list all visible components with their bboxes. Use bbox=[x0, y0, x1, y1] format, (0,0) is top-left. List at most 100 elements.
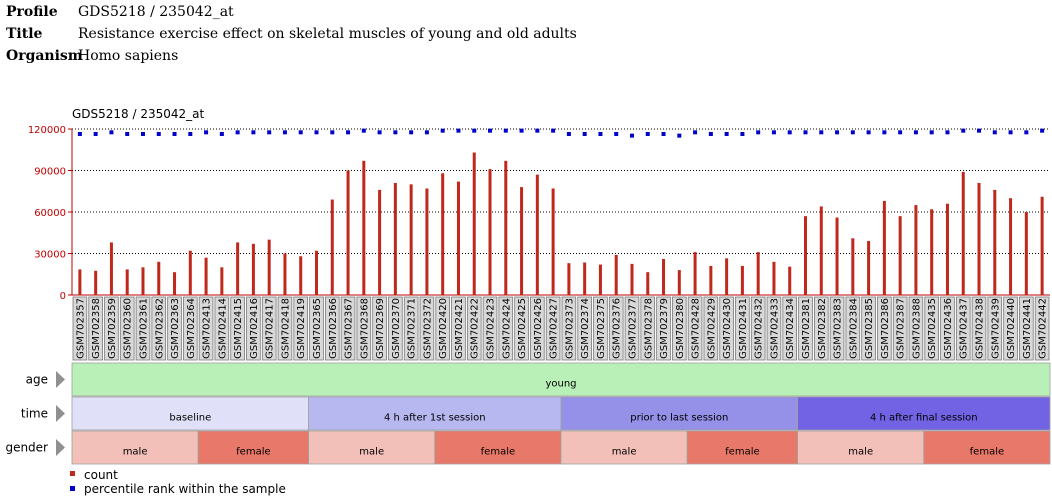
count-bar bbox=[535, 174, 539, 295]
rank-point bbox=[566, 131, 571, 136]
count-bar bbox=[977, 182, 981, 295]
count-bars bbox=[78, 152, 1044, 295]
sample-label-box bbox=[230, 296, 245, 361]
rank-point bbox=[724, 131, 729, 136]
sample-label-box bbox=[924, 296, 939, 361]
rank-point bbox=[393, 130, 398, 135]
profile-row: Profile GDS5218 / 235042_at bbox=[6, 1, 577, 23]
rank-point bbox=[235, 130, 240, 135]
count-bar bbox=[867, 241, 871, 295]
count-bar bbox=[725, 258, 729, 295]
count-bar bbox=[173, 272, 177, 295]
count-bar bbox=[756, 252, 760, 295]
sample-label: GSM702367 bbox=[344, 298, 355, 359]
sample-label-box bbox=[324, 296, 340, 361]
count-bar bbox=[78, 269, 82, 295]
sample-label-box bbox=[183, 296, 198, 361]
sample-label-box bbox=[845, 296, 861, 361]
rank-point bbox=[488, 128, 493, 133]
organism-value: Homo sapiens bbox=[78, 48, 179, 64]
count-bar bbox=[441, 173, 445, 295]
sample-label-box bbox=[167, 296, 182, 361]
sample-label: GSM702435 bbox=[927, 298, 938, 359]
track-segment bbox=[434, 430, 562, 465]
sample-label: GSM702377 bbox=[627, 298, 638, 359]
rank-point bbox=[645, 131, 650, 136]
sample-label-box bbox=[861, 296, 876, 361]
sample-label: GSM702424 bbox=[501, 298, 512, 359]
rank-point bbox=[850, 130, 855, 135]
rank-point bbox=[503, 128, 508, 133]
sample-label: GSM702371 bbox=[407, 298, 418, 359]
track-segment-label: 4 h after final session bbox=[870, 413, 978, 424]
count-bar bbox=[961, 171, 965, 295]
track-segment bbox=[797, 430, 925, 465]
rank-point bbox=[835, 130, 840, 135]
y-tick-label: 60000 bbox=[34, 208, 66, 219]
rank-point bbox=[472, 128, 477, 133]
sample-label-box bbox=[750, 296, 766, 361]
sample-label-box bbox=[135, 296, 151, 361]
track-segment bbox=[560, 430, 688, 465]
track-segment-label: male bbox=[359, 447, 384, 458]
count-bar bbox=[898, 216, 902, 295]
track-label-time: time bbox=[21, 407, 48, 421]
sample-label: GSM702433 bbox=[769, 298, 780, 359]
chart-grid bbox=[72, 128, 1050, 254]
sample-label: GSM702426 bbox=[533, 298, 544, 359]
track-segment bbox=[71, 362, 1051, 397]
sample-label: GSM702386 bbox=[880, 298, 891, 359]
sample-labels: GSM702357 GSM702358 GSM702359 GSM702360 GSM7… bbox=[72, 296, 1050, 361]
track-segment bbox=[686, 430, 799, 465]
chart-title: GDS5218 / 235042_at bbox=[72, 107, 205, 121]
sample-label: GSM702431 bbox=[738, 298, 749, 359]
sample-label-box bbox=[498, 296, 514, 361]
sample-label: GSM702440 bbox=[1006, 298, 1017, 359]
sample-label-box bbox=[119, 296, 135, 361]
sample-label: GSM702365 bbox=[312, 298, 323, 359]
rank-point bbox=[409, 130, 414, 135]
sample-label-box bbox=[766, 296, 782, 361]
count-bar bbox=[220, 267, 224, 295]
sample-label-box bbox=[624, 296, 640, 361]
count-bar bbox=[646, 272, 650, 295]
count-bar bbox=[346, 170, 350, 295]
sample-label: GSM702364 bbox=[186, 298, 197, 359]
rank-point bbox=[898, 130, 903, 135]
expand-arrow-icon bbox=[56, 439, 65, 456]
count-bar bbox=[125, 269, 129, 295]
count-bar bbox=[945, 203, 949, 295]
sample-label: GSM702438 bbox=[975, 298, 986, 359]
rank-point bbox=[535, 128, 540, 133]
count-bar bbox=[472, 152, 476, 295]
count-bar bbox=[94, 270, 98, 295]
rank-point bbox=[456, 128, 461, 133]
sample-label-box bbox=[877, 296, 892, 361]
sample-label: GSM702429 bbox=[706, 298, 717, 359]
sample-label-box bbox=[719, 296, 734, 361]
sample-label: GSM702383 bbox=[833, 298, 844, 359]
sample-label: GSM702425 bbox=[517, 298, 528, 359]
sample-label: GSM702437 bbox=[959, 298, 970, 359]
rank-point bbox=[204, 130, 209, 135]
sample-label-box bbox=[466, 296, 482, 361]
expand-arrow-icon bbox=[56, 371, 65, 388]
legend-rank-label: percentile rank within the sample bbox=[84, 482, 286, 496]
sample-label-box bbox=[908, 296, 924, 361]
rank-point bbox=[961, 128, 966, 133]
sample-label: GSM702414 bbox=[217, 298, 228, 359]
sample-label-box bbox=[372, 296, 387, 361]
sample-label-box bbox=[435, 296, 450, 361]
sample-label: GSM702442 bbox=[1038, 298, 1049, 359]
rank-point bbox=[519, 128, 524, 133]
count-bar bbox=[188, 250, 192, 295]
sample-label: GSM702366 bbox=[328, 298, 339, 359]
count-bar bbox=[1024, 212, 1028, 295]
rank-point bbox=[282, 130, 287, 135]
rank-point bbox=[629, 133, 634, 138]
profile-key: Profile bbox=[6, 4, 58, 20]
sample-label: GSM702421 bbox=[454, 298, 465, 359]
sample-label: GSM702375 bbox=[596, 298, 607, 359]
sample-label-box bbox=[340, 296, 356, 361]
profile-header: Profile GDS5218 / 235042_at Title Resistan… bbox=[6, 1, 577, 67]
